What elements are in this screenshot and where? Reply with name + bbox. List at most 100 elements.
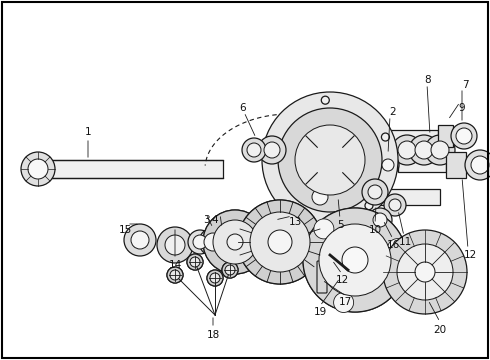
Circle shape	[238, 200, 322, 284]
Circle shape	[303, 208, 407, 312]
Circle shape	[342, 247, 368, 273]
Text: 12: 12	[464, 250, 477, 260]
Circle shape	[362, 179, 388, 205]
FancyBboxPatch shape	[438, 125, 453, 147]
Circle shape	[170, 270, 180, 280]
Circle shape	[409, 135, 439, 165]
Circle shape	[392, 135, 422, 165]
Circle shape	[258, 136, 286, 164]
Circle shape	[187, 254, 203, 270]
Text: 14: 14	[169, 260, 182, 270]
Circle shape	[199, 228, 227, 256]
Circle shape	[343, 265, 353, 275]
Text: 13: 13	[289, 217, 302, 227]
Circle shape	[250, 212, 310, 272]
Circle shape	[373, 213, 387, 227]
Circle shape	[306, 183, 334, 211]
Circle shape	[314, 219, 334, 239]
Circle shape	[425, 135, 455, 165]
Text: 11: 11	[398, 237, 412, 247]
Circle shape	[341, 170, 356, 186]
Text: 15: 15	[119, 225, 132, 235]
Text: 18: 18	[206, 330, 220, 340]
Circle shape	[331, 236, 379, 284]
Circle shape	[334, 293, 354, 312]
Circle shape	[368, 208, 392, 232]
FancyBboxPatch shape	[28, 160, 223, 178]
Circle shape	[431, 141, 449, 159]
Circle shape	[397, 244, 453, 300]
Text: 10: 10	[368, 225, 382, 235]
Text: 12: 12	[335, 275, 348, 285]
Text: 1: 1	[85, 127, 91, 137]
Circle shape	[398, 141, 416, 159]
Circle shape	[381, 133, 390, 141]
Circle shape	[295, 125, 365, 195]
FancyBboxPatch shape	[453, 130, 471, 142]
FancyBboxPatch shape	[310, 189, 440, 205]
Circle shape	[304, 134, 319, 150]
Text: 17: 17	[339, 297, 352, 307]
Circle shape	[465, 150, 490, 180]
Circle shape	[382, 159, 394, 171]
Circle shape	[415, 141, 433, 159]
Circle shape	[407, 254, 443, 290]
Circle shape	[207, 270, 223, 286]
Circle shape	[303, 208, 407, 312]
Circle shape	[451, 123, 477, 149]
Text: 2: 2	[390, 107, 396, 117]
Circle shape	[304, 170, 319, 186]
Circle shape	[365, 202, 373, 210]
Circle shape	[193, 235, 207, 249]
Circle shape	[319, 224, 391, 296]
Circle shape	[268, 230, 292, 254]
Circle shape	[278, 108, 382, 212]
Circle shape	[242, 138, 266, 162]
Text: 20: 20	[434, 325, 446, 335]
Circle shape	[131, 231, 149, 249]
Circle shape	[124, 224, 156, 256]
Circle shape	[221, 228, 249, 256]
Circle shape	[203, 210, 267, 274]
Circle shape	[157, 227, 193, 263]
Circle shape	[262, 92, 398, 228]
Circle shape	[294, 207, 303, 215]
FancyBboxPatch shape	[446, 152, 466, 178]
Text: 9: 9	[459, 103, 466, 113]
Text: 3: 3	[203, 215, 209, 225]
Text: 5: 5	[337, 220, 343, 230]
Circle shape	[210, 273, 220, 283]
Text: 19: 19	[314, 307, 327, 317]
Text: 8: 8	[425, 75, 431, 85]
Circle shape	[321, 96, 329, 104]
Circle shape	[190, 257, 200, 267]
Circle shape	[187, 254, 203, 270]
Text: 6: 6	[240, 103, 246, 113]
Circle shape	[312, 189, 328, 205]
Circle shape	[264, 142, 280, 158]
Circle shape	[238, 200, 322, 284]
Circle shape	[384, 194, 406, 216]
Circle shape	[28, 159, 48, 179]
Circle shape	[415, 262, 435, 282]
Circle shape	[383, 230, 467, 314]
Circle shape	[471, 156, 489, 174]
Circle shape	[204, 233, 222, 251]
Circle shape	[203, 210, 267, 274]
Circle shape	[167, 267, 183, 283]
FancyBboxPatch shape	[466, 158, 490, 172]
Circle shape	[456, 128, 472, 144]
FancyBboxPatch shape	[390, 130, 438, 142]
Circle shape	[165, 235, 185, 255]
Circle shape	[258, 220, 302, 264]
Circle shape	[388, 239, 408, 258]
Circle shape	[377, 154, 399, 176]
Text: 7: 7	[462, 80, 468, 90]
Circle shape	[188, 230, 212, 254]
Text: 16: 16	[387, 240, 400, 250]
Circle shape	[167, 267, 183, 283]
Circle shape	[389, 199, 401, 211]
Circle shape	[227, 234, 243, 250]
Circle shape	[247, 143, 261, 157]
FancyBboxPatch shape	[398, 158, 446, 172]
